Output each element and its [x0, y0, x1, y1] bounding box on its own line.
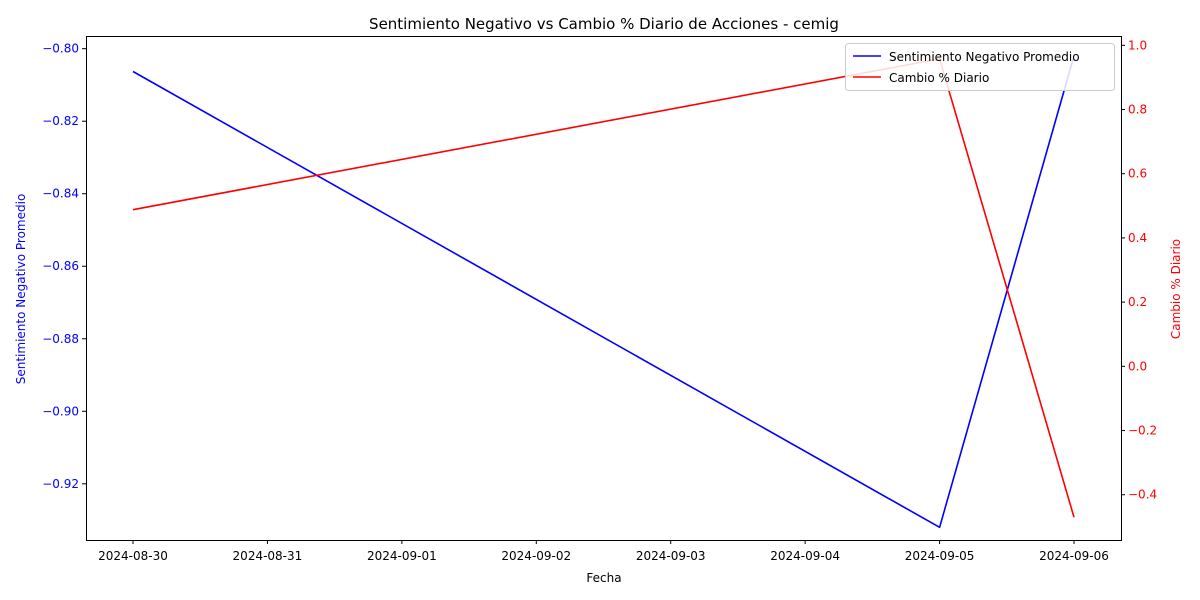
right-axis-label: Cambio % Diario [1169, 239, 1183, 339]
legend-label-sentimiento: Sentimiento Negativo Promedio [889, 50, 1080, 64]
x-axis-label: Fecha [586, 571, 621, 585]
left-tick-label: −0.84 [42, 187, 79, 201]
x-tick-label: 2024-09-04 [770, 549, 840, 563]
right-tick-label: 0.0 [1128, 359, 1147, 373]
left-axis-label: Sentimiento Negativo Promedio [14, 194, 28, 385]
legend-label-cambio: Cambio % Diario [889, 71, 989, 85]
right-tick-label: 0.2 [1128, 295, 1147, 309]
right-tick-label: 0.8 [1128, 103, 1147, 117]
left-tick-label: −0.80 [42, 42, 79, 56]
left-tick-label: −0.92 [42, 477, 79, 491]
left-tick-label: −0.86 [42, 259, 79, 273]
left-tick-label: −0.90 [42, 404, 79, 418]
left-tick-label: −0.82 [42, 114, 79, 128]
x-axis-ticks: 2024-08-30 2024-08-31 2024-09-01 2024-09-02… [98, 540, 1109, 563]
x-tick-label: 2024-09-01 [367, 549, 437, 563]
plot-frame [86, 36, 1122, 541]
series-line-sentimiento [132, 55, 1075, 529]
right-tick-label: 0.6 [1128, 167, 1147, 181]
x-tick-label: 2024-09-02 [501, 549, 571, 563]
x-tick-label: 2024-09-05 [905, 549, 975, 563]
chart-title: Sentimiento Negativo vs Cambio % Diario … [369, 15, 839, 33]
left-axis-ticks: −0.92 −0.90 −0.88 −0.86 −0.84 −0.82 −0.80 [42, 42, 86, 491]
x-tick-label: 2024-08-31 [233, 549, 303, 563]
right-axis-ticks: −0.4 −0.2 0.0 0.2 0.4 0.6 0.8 1.0 [1121, 38, 1157, 502]
x-tick-label: 2024-08-30 [98, 549, 168, 563]
x-tick-label: 2024-09-06 [1039, 549, 1109, 563]
right-tick-label: 1.0 [1128, 38, 1147, 52]
right-tick-label: −0.4 [1128, 488, 1157, 502]
x-tick-label: 2024-09-03 [636, 549, 706, 563]
legend-box [845, 43, 1115, 91]
legend: Sentimiento Negativo Promedio Cambio % D… [845, 43, 1115, 91]
right-tick-label: 0.4 [1128, 231, 1147, 245]
right-tick-label: −0.2 [1128, 424, 1157, 438]
left-tick-label: −0.88 [42, 332, 79, 346]
